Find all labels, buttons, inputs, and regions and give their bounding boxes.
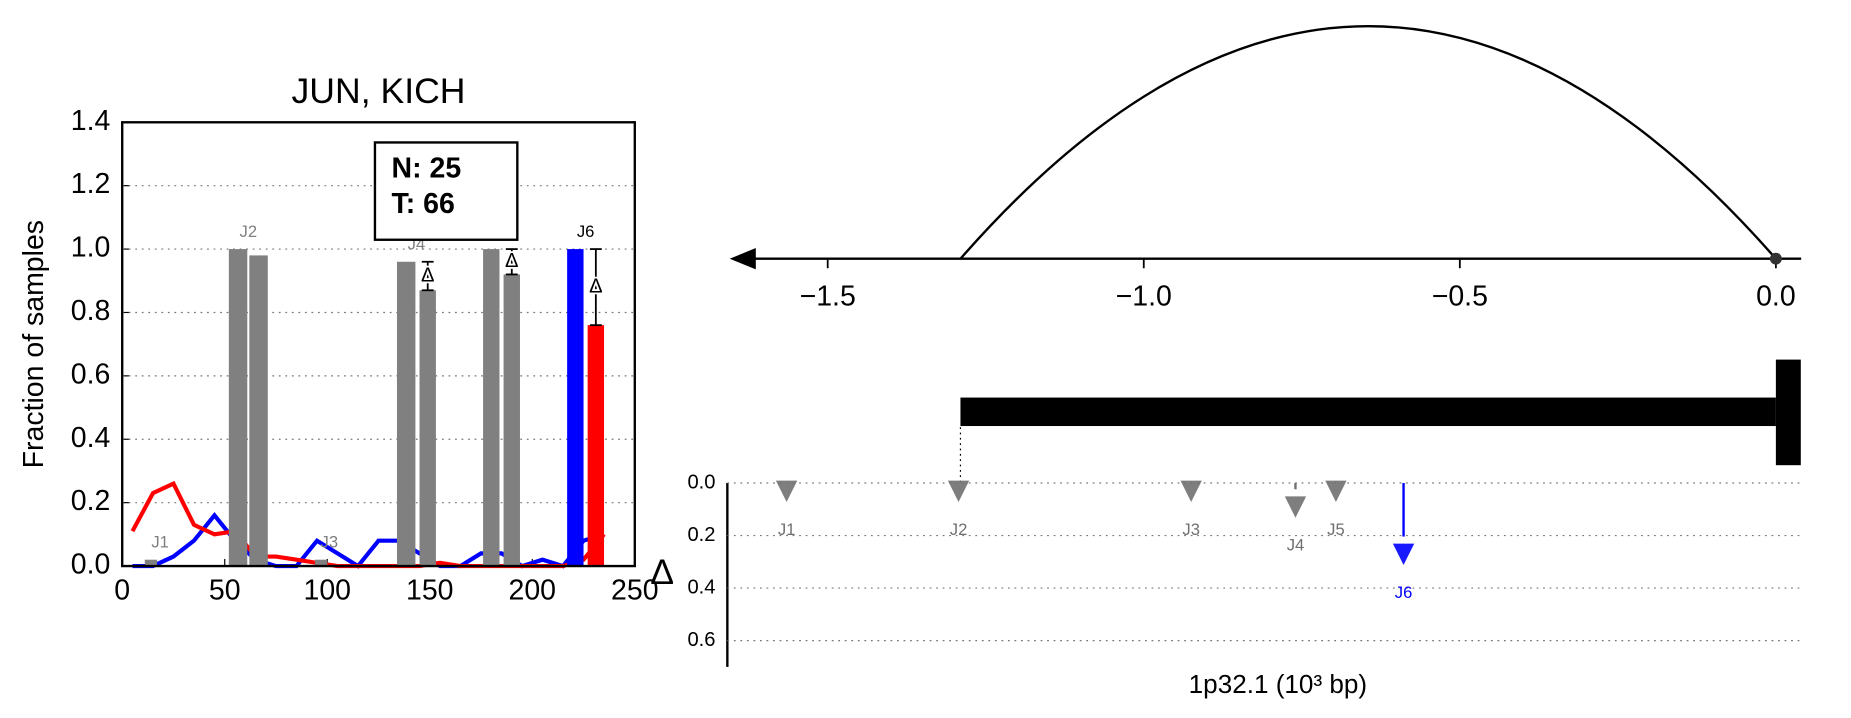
chart-title: JUN, KICH (292, 71, 466, 111)
annotation-text: T: 66 (392, 188, 455, 220)
span-end-dot (1769, 252, 1782, 265)
junction-label: J2 (950, 520, 968, 539)
annotation-box (373, 141, 519, 241)
y-tick-label: 1.4 (71, 105, 111, 137)
junction-bar (483, 249, 500, 567)
junction-bar (396, 261, 416, 567)
y-tick-label: 0.4 (687, 576, 715, 598)
delta-label: Δ (421, 264, 434, 286)
x-tick-label: −0.5 (1432, 280, 1488, 312)
junction-label: J1 (778, 520, 796, 539)
x-tick-label: 0.0 (1756, 280, 1796, 312)
junction-bar (567, 249, 584, 567)
x-tick-label: 0 (114, 575, 130, 607)
plot-frame (121, 121, 636, 568)
junction-label: J6 (577, 222, 595, 241)
delta-label: Δ (589, 275, 602, 297)
junction-bar (314, 559, 328, 567)
junction-bar (587, 325, 605, 567)
junction-bar (144, 559, 158, 567)
x-tick-label: 200 (509, 575, 557, 607)
x-tick-label: 150 (406, 575, 454, 607)
junction-marker (1392, 543, 1415, 566)
junction-label: J2 (240, 222, 258, 241)
junction-marker (1180, 480, 1202, 502)
axis-arrow (729, 248, 756, 270)
junction-marker (947, 480, 970, 502)
junction-label: J6 (1395, 583, 1413, 602)
y-tick-label: 1.2 (71, 168, 111, 200)
junction-bar (419, 290, 436, 567)
y-tick-label: 0.0 (71, 549, 111, 581)
x-tick-label: −1.0 (1116, 280, 1172, 312)
x-tick-label: 50 (209, 575, 241, 607)
x-tick-label: 100 (303, 575, 351, 607)
y-tick-label: 0.8 (71, 295, 111, 327)
junction-label: J3 (321, 532, 339, 551)
y-tick-label: 0.4 (71, 422, 111, 454)
gene-end-cap (1775, 359, 1801, 466)
gene-body (960, 397, 1776, 427)
junction-bar (503, 274, 520, 567)
x-tick-label: −1.5 (800, 280, 856, 312)
junction-label: J4 (1287, 536, 1305, 555)
y-tick-label: 0.2 (71, 485, 111, 517)
junction-bar (228, 249, 248, 567)
junction-bar (249, 255, 268, 567)
junction-label: J5 (1327, 520, 1345, 539)
y-tick-label: 0.2 (687, 524, 715, 546)
y-tick-label: 0.6 (71, 358, 111, 390)
junction-marker (775, 480, 798, 502)
x-axis-label: 1p32.1 (10³ bp) (1189, 669, 1367, 699)
annotation-text: N: 25 (392, 152, 462, 184)
junction-marker (1284, 496, 1307, 518)
y-tick-label: 0.6 (687, 629, 715, 651)
junction-label: J3 (1182, 520, 1200, 539)
junction-label: J1 (151, 532, 169, 551)
x-tick-label: 250 (611, 575, 659, 607)
delta-label: Δ (505, 250, 518, 272)
y-tick-label: 1.0 (71, 232, 111, 264)
junction-marker (1325, 480, 1347, 502)
y-axis-label: Fraction of samples (18, 220, 50, 468)
y-axis-label: Δ (650, 552, 674, 592)
span-arc (959, 24, 1777, 260)
y-tick-label: 0.0 (687, 471, 715, 493)
